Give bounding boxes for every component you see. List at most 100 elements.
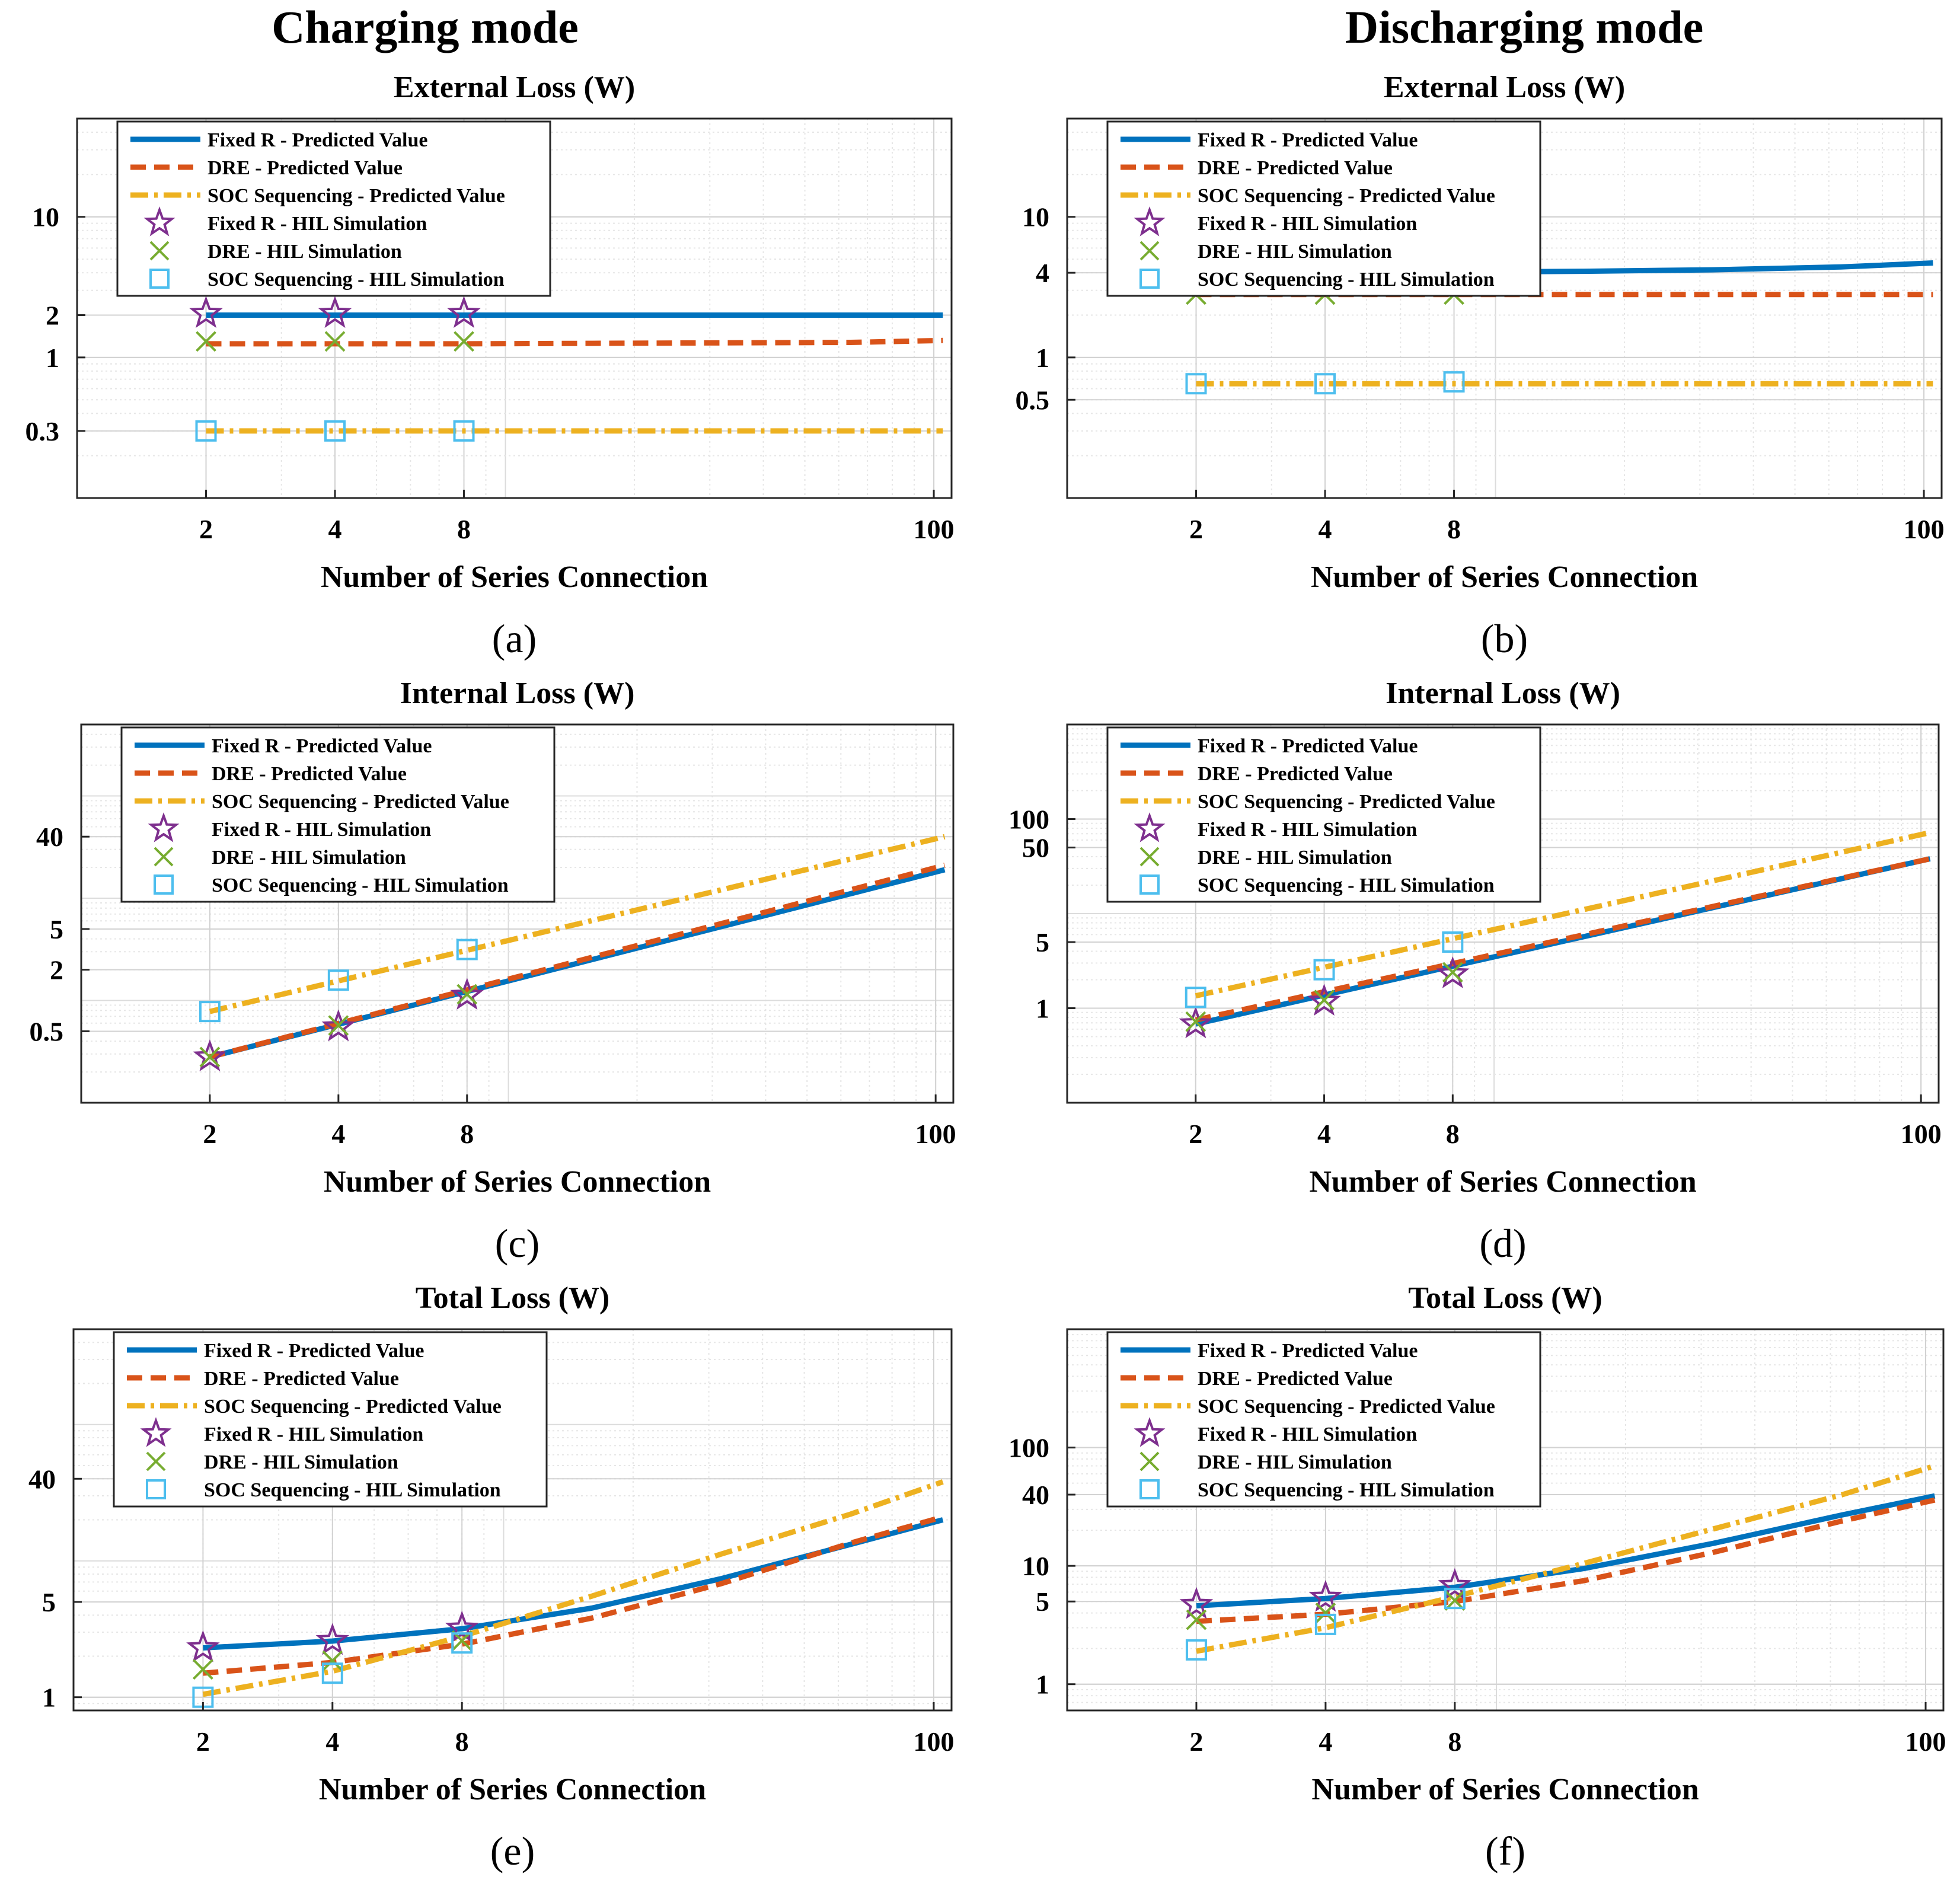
legend-entry-label: Fixed R - Predicted Value — [1198, 1340, 1418, 1362]
cross-marker — [192, 1659, 213, 1680]
y-tick-label: 0.5 — [30, 1016, 64, 1046]
series-line-dashed — [209, 863, 946, 1060]
legend-entry-label: Fixed R - HIL Simulation — [204, 1423, 423, 1445]
legend-entry-label: Fixed R - HIL Simulation — [1198, 1423, 1417, 1445]
square-marker — [321, 1662, 343, 1684]
x-tick-label: 4 — [331, 1119, 345, 1149]
y-tick-label: 5 — [50, 914, 63, 944]
x-tick-label: 8 — [1448, 1726, 1461, 1757]
panel-letter: (d) — [1479, 1221, 1526, 1266]
x-tick-label: 100 — [1904, 514, 1945, 544]
legend: Fixed R - Predicted Value DRE - Predicted… — [113, 1331, 548, 1508]
y-tick-label: 40 — [36, 822, 63, 852]
legend-box — [1106, 120, 1541, 297]
legend-star-swatch — [1134, 206, 1166, 237]
panel-title: Total Loss (W) — [416, 1281, 609, 1315]
x-tick-label: 2 — [199, 514, 213, 544]
square-marker — [1185, 373, 1207, 395]
legend-square-swatch — [1139, 874, 1160, 895]
legend-entry-label: DRE - HIL Simulation — [1198, 1451, 1392, 1473]
y-tick-label: 5 — [42, 1587, 56, 1617]
legend: Fixed R - Predicted Value DRE - Predicted… — [1106, 726, 1541, 903]
legend-star-swatch — [143, 206, 175, 237]
axes-box — [72, 1328, 953, 1712]
cross-marker — [199, 1046, 221, 1068]
legend-box — [116, 120, 551, 297]
series-line-dashdot — [1196, 1463, 1936, 1654]
cross-marker — [1442, 962, 1463, 983]
legend-square-swatch — [1139, 269, 1160, 289]
cross-marker — [1186, 1609, 1207, 1630]
star-marker — [193, 1039, 227, 1071]
legend-entry-label: Fixed R - Predicted Value — [1198, 129, 1418, 151]
axes-box — [80, 723, 955, 1104]
legend-entry-label: DRE - HIL Simulation — [1198, 847, 1392, 869]
square-marker — [1185, 987, 1206, 1008]
legend-star-swatch — [140, 1417, 172, 1447]
x-axis-label: Number of Series Connection — [1309, 1165, 1696, 1199]
y-tick-label: 100 — [1008, 805, 1049, 835]
star-marker — [1438, 1568, 1472, 1600]
legend-cross-swatch — [146, 1451, 166, 1472]
legend-box — [120, 726, 556, 903]
legend-entry-label: Fixed R - Predicted Value — [1198, 735, 1418, 757]
y-tick-label: 0.5 — [1016, 385, 1050, 415]
legend-cross-swatch — [1139, 847, 1160, 867]
series-markers — [1179, 931, 1470, 1039]
y-tick-label: 40 — [28, 1464, 56, 1494]
legend-entry-label: SOC Sequencing - HIL Simulation — [212, 874, 509, 896]
legend-entry-label: DRE - HIL Simulation — [208, 241, 402, 263]
chart-panel-5: 2 4 8 100 1 5 10 40 100 Total Loss (W) Number of S… — [1008, 1281, 1946, 1873]
legend-entry-label: Fixed R - Predicted Value — [212, 735, 432, 757]
cross-marker — [1314, 990, 1335, 1011]
legend: Fixed R - Predicted Value DRE - Predicted… — [1106, 1331, 1541, 1508]
star-marker — [1179, 1587, 1214, 1619]
legend-square-swatch — [149, 269, 170, 289]
legend-box — [1106, 1331, 1541, 1508]
legend-entry-label: SOC Sequencing - Predicted Value — [204, 1396, 502, 1418]
y-tick-label: 2 — [50, 955, 63, 985]
cross-marker — [1185, 1011, 1206, 1032]
legend: Fixed R - Predicted Value DRE - Predicted… — [116, 120, 551, 297]
x-tick-label: 4 — [1319, 1726, 1332, 1757]
square-marker — [199, 1001, 221, 1023]
star-marker — [450, 978, 484, 1010]
panel-letter: (e) — [490, 1828, 535, 1873]
legend-entry-label: DRE - HIL Simulation — [212, 847, 406, 869]
legend-box — [1106, 726, 1541, 903]
series-line-dashed — [206, 337, 943, 347]
legend-entry-label: SOC Sequencing - Predicted Value — [208, 185, 505, 207]
star-marker — [1308, 1579, 1343, 1612]
cross-marker — [1444, 1590, 1466, 1611]
x-tick-label: 2 — [1189, 1726, 1203, 1757]
x-tick-label: 8 — [457, 514, 471, 544]
x-tick-label: 4 — [1317, 1119, 1331, 1149]
legend-cross-swatch — [154, 847, 174, 867]
star-marker — [1436, 956, 1470, 988]
legend-entry-label: Fixed R - HIL Simulation — [1198, 819, 1417, 841]
x-axis-label: Number of Series Connection — [1311, 560, 1698, 594]
legend-entry-label: DRE - Predicted Value — [1198, 763, 1393, 785]
x-tick-label: 100 — [1905, 1726, 1946, 1757]
y-tick-label: 1 — [1036, 994, 1049, 1024]
panel-title: Internal Loss (W) — [400, 676, 635, 710]
square-marker — [1314, 373, 1336, 395]
panel-title: Internal Loss (W) — [1386, 676, 1620, 710]
x-tick-label: 8 — [455, 1726, 469, 1757]
chart-panel-2: 2 4 8 100 0.5 2 5 40 Internal Loss (W) Number of … — [30, 676, 956, 1266]
chart-panel-4: 2 4 8 100 1 5 40 Total Loss (W) Number of Series… — [28, 1281, 954, 1873]
x-tick-label: 8 — [460, 1119, 474, 1149]
axes-box — [1066, 723, 1940, 1104]
y-tick-label: 2 — [46, 300, 59, 330]
y-tick-label: 100 — [1008, 1433, 1049, 1463]
legend-entry-label: SOC Sequencing - HIL Simulation — [1198, 874, 1495, 896]
legend-star-swatch — [148, 812, 180, 842]
x-tick-label: 100 — [1901, 1119, 1942, 1149]
x-axis-label: Number of Series Connection — [324, 1165, 711, 1199]
square-marker — [453, 420, 475, 442]
x-tick-label: 8 — [1447, 514, 1461, 544]
legend-entry-label: DRE - Predicted Value — [1198, 157, 1393, 179]
square-marker — [1443, 371, 1465, 393]
chart-panel-0: 2 4 8 100 0.3 1 2 10 External Loss (W) Number of … — [25, 71, 955, 661]
